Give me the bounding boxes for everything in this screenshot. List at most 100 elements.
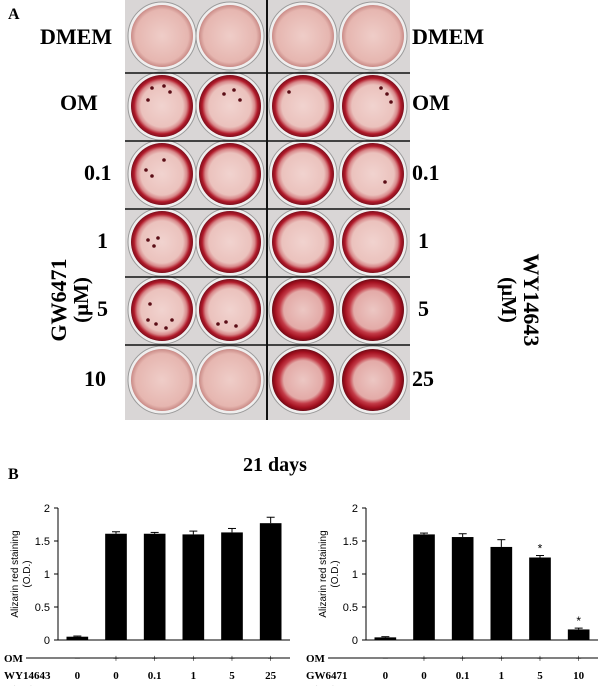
bar bbox=[221, 532, 243, 640]
y-axis-label: Alizarin red staining bbox=[318, 530, 329, 617]
left-row-label-0-1: 0.1 bbox=[84, 160, 112, 185]
mineral-nodule bbox=[150, 174, 154, 178]
left-row-label-5: 5 bbox=[97, 296, 108, 321]
well bbox=[131, 75, 193, 137]
category-label: 0 bbox=[383, 670, 389, 682]
well bbox=[131, 279, 193, 341]
left-axis-title-text: GW6471 bbox=[46, 258, 71, 342]
mineral-nodule bbox=[224, 320, 228, 324]
y-axis-label-unit: (O.D.) bbox=[22, 560, 33, 587]
mineral-nodule bbox=[287, 90, 291, 94]
panel-a: A DMEM OM 0.1 1 5 10 DMEM OM 0.1 1 5 25 … bbox=[8, 0, 544, 420]
y-tick-label: 1.5 bbox=[35, 536, 50, 548]
left-axis-unit: (μM) bbox=[69, 277, 93, 323]
y-tick-label: 2 bbox=[352, 503, 358, 515]
y-tick-label: 0.5 bbox=[343, 602, 358, 614]
panel-b-title: 21 days bbox=[243, 454, 307, 476]
well bbox=[199, 279, 261, 341]
category-label: 1 bbox=[499, 670, 505, 682]
y-tick-label: 0.5 bbox=[35, 602, 50, 614]
mineral-nodule bbox=[150, 86, 154, 90]
mineral-nodule bbox=[170, 318, 174, 322]
om-sign: + bbox=[152, 653, 158, 665]
right-axis-title-text: WY14643 bbox=[519, 253, 544, 347]
mineral-nodule bbox=[168, 90, 172, 94]
treatment-row-label: GW6471 bbox=[306, 670, 348, 682]
om-sign: + bbox=[229, 653, 235, 665]
y-axis-label-unit: (O.D.) bbox=[330, 560, 341, 587]
well bbox=[272, 211, 334, 273]
category-label: 0.1 bbox=[148, 670, 162, 682]
well bbox=[199, 5, 261, 67]
well bbox=[272, 279, 334, 341]
category-label: 10 bbox=[573, 670, 585, 682]
well bbox=[272, 75, 334, 137]
mineral-nodule bbox=[385, 92, 389, 96]
om-sign: + bbox=[113, 653, 119, 665]
mineral-nodule bbox=[389, 100, 393, 104]
mineral-nodule bbox=[146, 318, 150, 322]
category-label: 5 bbox=[537, 670, 543, 682]
panel-b: B 21 days 0 0.5 1 1.5 2 Alizarin red staining… bbox=[0, 440, 605, 686]
mineral-nodule bbox=[379, 86, 383, 90]
category-label: 0 bbox=[113, 670, 119, 682]
bar bbox=[66, 636, 89, 640]
om-sign: + bbox=[421, 653, 427, 665]
right-row-label-om: OM bbox=[412, 90, 450, 115]
om-sign: + bbox=[460, 653, 466, 665]
left-row-label-10: 10 bbox=[84, 366, 106, 391]
bar bbox=[451, 537, 474, 640]
mineral-nodule bbox=[148, 302, 152, 306]
category-label: 0.1 bbox=[456, 670, 470, 682]
bar bbox=[143, 533, 166, 640]
mineral-nodule bbox=[383, 180, 387, 184]
mineral-nodule bbox=[162, 158, 166, 162]
mineral-nodule bbox=[152, 244, 156, 248]
y-tick-label: 1 bbox=[352, 569, 358, 581]
right-row-label-dmem: DMEM bbox=[412, 24, 485, 49]
well bbox=[342, 75, 404, 137]
significance-star: * bbox=[576, 614, 581, 628]
mineral-nodule bbox=[154, 322, 158, 326]
bar bbox=[490, 546, 513, 640]
bar bbox=[182, 534, 205, 640]
right-row-label-5: 5 bbox=[418, 296, 429, 321]
well-plate-photo bbox=[125, 0, 410, 420]
chart-gw6471: 0 0.5 1 1.5 2 Alizarin red staining (O.D.) − 0 +0… bbox=[306, 503, 598, 686]
well bbox=[199, 211, 261, 273]
om-row-label: OM bbox=[306, 653, 326, 665]
mineral-nodule bbox=[156, 236, 160, 240]
well bbox=[131, 143, 193, 205]
bar bbox=[374, 637, 397, 640]
well bbox=[342, 279, 404, 341]
wells-group bbox=[127, 1, 408, 415]
treatment-row-label: WY14643 bbox=[4, 670, 51, 682]
y-tick-label: 0 bbox=[44, 635, 50, 647]
mineral-nodule bbox=[144, 168, 148, 172]
category-label: 0 bbox=[421, 670, 427, 682]
y-tick-label: 2 bbox=[44, 503, 50, 515]
right-axis-title: WY14643 (μM) bbox=[497, 225, 544, 375]
well bbox=[131, 349, 193, 411]
y-axis-label: Alizarin red staining bbox=[10, 530, 21, 617]
y-tick-label: 1 bbox=[44, 569, 50, 581]
well bbox=[199, 143, 261, 205]
panel-a-letter: A bbox=[8, 6, 20, 23]
right-axis-unit: (μM) bbox=[497, 277, 521, 323]
om-sign: + bbox=[576, 653, 582, 665]
well bbox=[199, 349, 261, 411]
well bbox=[199, 75, 261, 137]
bar bbox=[413, 534, 435, 640]
mineral-nodule bbox=[146, 238, 150, 242]
y-tick-label: 0 bbox=[352, 635, 358, 647]
category-label: 25 bbox=[265, 670, 277, 682]
om-sign: + bbox=[498, 653, 504, 665]
well bbox=[342, 349, 404, 411]
well bbox=[131, 5, 193, 67]
category-label: 5 bbox=[229, 670, 235, 682]
mineral-nodule bbox=[164, 326, 168, 330]
chart-wy14643: 0 0.5 1 1.5 2 Alizarin red staining (O.D.) − 0 +0… bbox=[4, 503, 290, 686]
mineral-nodule bbox=[216, 322, 220, 326]
mineral-nodule bbox=[238, 98, 242, 102]
right-row-label-1: 1 bbox=[418, 228, 429, 253]
